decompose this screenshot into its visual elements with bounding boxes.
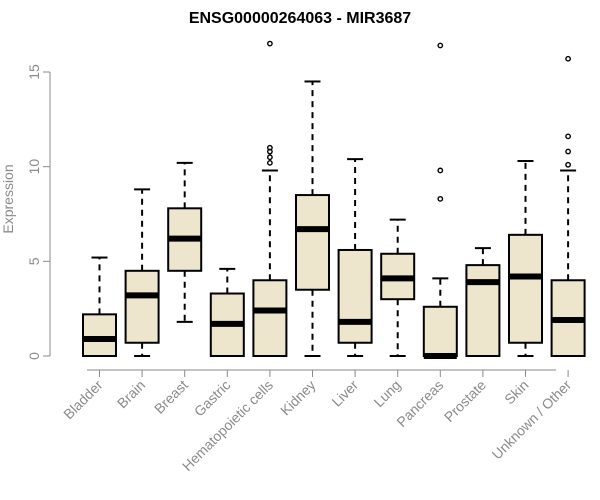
outlier-point bbox=[565, 133, 571, 140]
iqr-box bbox=[337, 248, 373, 344]
x-tick-label-unknown-other: Unknown / Other bbox=[489, 377, 575, 463]
outlier-point bbox=[437, 42, 444, 49]
box-breast bbox=[167, 161, 203, 323]
box-brain bbox=[124, 188, 160, 357]
x-tick-label-gastric: Gastric bbox=[191, 377, 234, 420]
box-bladder bbox=[82, 256, 117, 358]
y-ticks: 0 5 10 15 bbox=[26, 64, 50, 360]
box-unknown-other bbox=[550, 55, 586, 357]
iqr-box bbox=[295, 194, 330, 291]
x-tick-label-brain: Brain bbox=[114, 377, 148, 411]
iqr-box bbox=[422, 305, 458, 358]
outlier-point bbox=[565, 161, 571, 168]
y-tick-label: 15 bbox=[26, 64, 42, 80]
y-tick-label: 10 bbox=[26, 159, 42, 175]
chart-title: ENSG00000264063 - MIR3687 bbox=[189, 10, 411, 27]
y-tick-label: 5 bbox=[26, 257, 42, 265]
outlier-point bbox=[266, 154, 273, 161]
box-hematopoietic-cells bbox=[252, 40, 288, 357]
box-prostate bbox=[465, 247, 501, 357]
outlier-point bbox=[437, 167, 444, 174]
box-skin bbox=[508, 159, 543, 357]
outlier-point bbox=[565, 55, 571, 62]
outlier-point bbox=[266, 40, 273, 47]
iqr-box bbox=[508, 233, 543, 344]
outlier-point bbox=[266, 144, 273, 151]
x-tick-label-skin: Skin bbox=[501, 377, 532, 408]
outlier-point bbox=[437, 195, 444, 202]
boxes bbox=[82, 40, 586, 359]
y-tick-label: 0 bbox=[26, 352, 42, 360]
box-liver bbox=[337, 158, 373, 357]
y-axis-label: Expression bbox=[0, 164, 16, 233]
x-tick-label-prostate: Prostate bbox=[441, 377, 489, 425]
box-gastric bbox=[209, 267, 245, 357]
iqr-box bbox=[252, 279, 288, 357]
x-tick-label-bladder: Bladder bbox=[60, 377, 106, 423]
iqr-box bbox=[82, 313, 117, 358]
box-pancreas bbox=[422, 42, 458, 359]
iqr-box bbox=[124, 269, 160, 344]
box-lung bbox=[380, 218, 416, 357]
x-tick-label-breast: Breast bbox=[151, 377, 191, 417]
iqr-box bbox=[465, 264, 501, 357]
outlier-point bbox=[266, 159, 273, 166]
x-tick-label-lung: Lung bbox=[370, 377, 403, 410]
x-tick-label-kidney: Kidney bbox=[277, 377, 319, 419]
x-tick-label-pancreas: Pancreas bbox=[393, 377, 446, 430]
x-tick-label-liver: Liver bbox=[328, 377, 361, 410]
box-kidney bbox=[295, 80, 330, 357]
outlier-point bbox=[565, 148, 571, 155]
